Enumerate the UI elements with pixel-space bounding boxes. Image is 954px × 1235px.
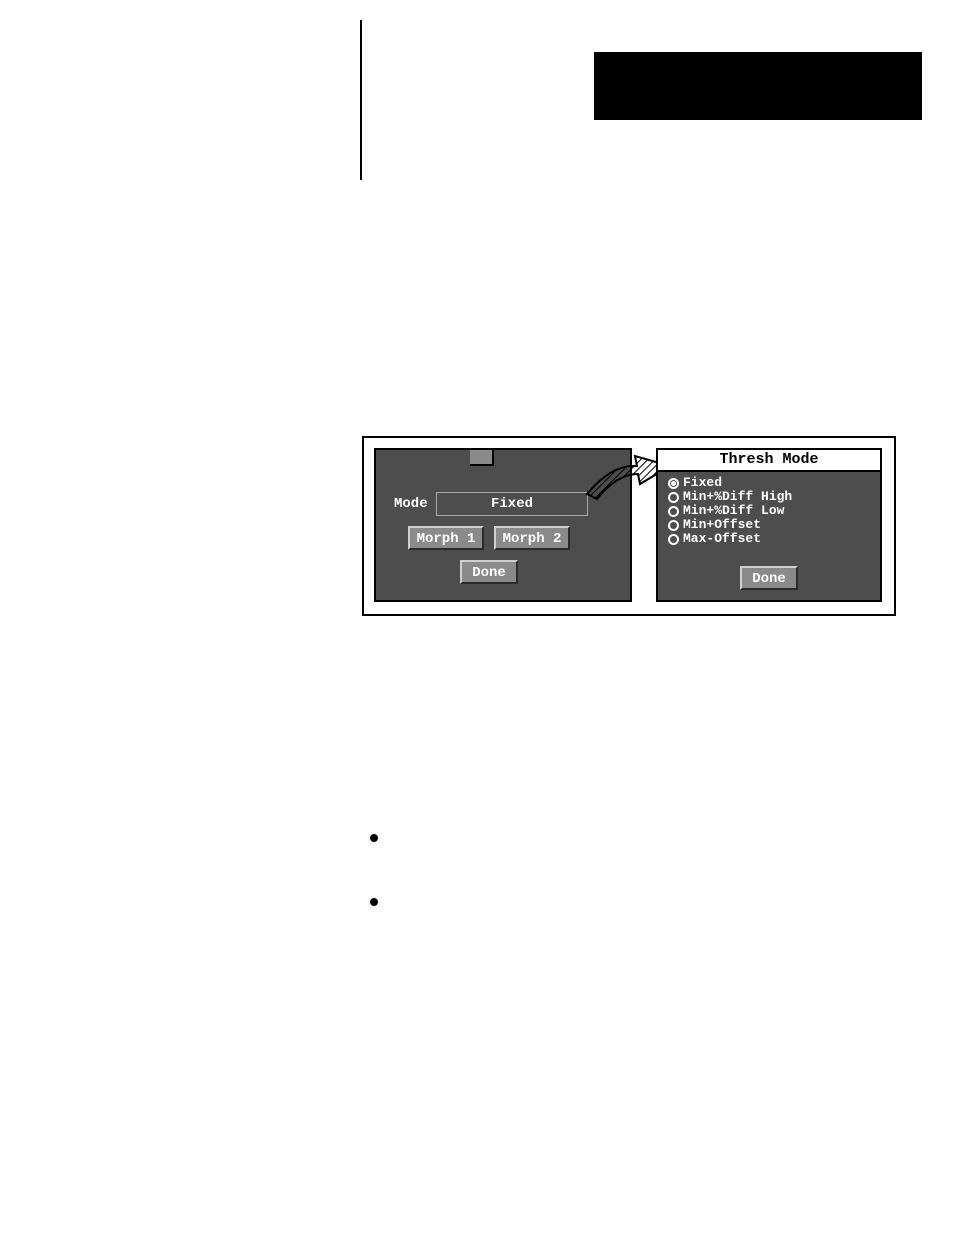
radio-label: Min+Offset: [683, 518, 761, 532]
vertical-divider: [360, 20, 362, 180]
radio-label: Max-Offset: [683, 532, 761, 546]
panel-title: Thresh Mode: [658, 450, 880, 472]
radio-label: Fixed: [683, 476, 722, 490]
bullet-icon: [370, 898, 378, 906]
radio-icon: [668, 520, 679, 531]
radio-option-min-pct-diff-low[interactable]: Min+%Diff Low: [668, 504, 874, 518]
radio-label: Min+%Diff High: [683, 490, 792, 504]
header-black-bar: [594, 52, 922, 120]
mode-value-field[interactable]: Fixed: [436, 492, 588, 516]
radio-option-fixed[interactable]: Fixed: [668, 476, 874, 490]
mode-panel: Mode Fixed Morph 1 Morph 2 Done: [374, 448, 632, 602]
radio-list: Fixed Min+%Diff High Min+%Diff Low Min+O…: [668, 476, 874, 546]
figure-container: Mode Fixed Morph 1 Morph 2 Done Thresh M…: [362, 436, 896, 616]
radio-option-min-pct-diff-high[interactable]: Min+%Diff High: [668, 490, 874, 504]
radio-icon: [668, 506, 679, 517]
radio-option-min-offset[interactable]: Min+Offset: [668, 518, 874, 532]
done-button-left[interactable]: Done: [460, 560, 518, 584]
bullet-icon: [370, 834, 378, 842]
radio-icon: [668, 534, 679, 545]
done-button-right[interactable]: Done: [740, 566, 798, 590]
thresh-mode-panel: Thresh Mode Fixed Min+%Diff High Min+%Di…: [656, 448, 882, 602]
radio-label: Min+%Diff Low: [683, 504, 784, 518]
radio-icon: [668, 492, 679, 503]
radio-option-max-offset[interactable]: Max-Offset: [668, 532, 874, 546]
panel-tab-icon: [470, 450, 494, 466]
morph-1-button[interactable]: Morph 1: [408, 526, 484, 550]
radio-icon: [668, 478, 679, 489]
mode-label: Mode: [394, 496, 428, 512]
morph-2-button[interactable]: Morph 2: [494, 526, 570, 550]
